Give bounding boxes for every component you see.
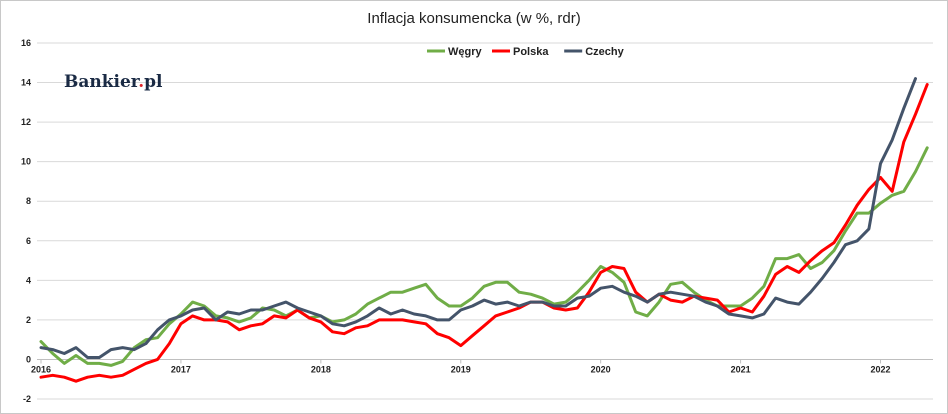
- gridlines: [37, 42, 933, 400]
- x-axis-ticks: 2016 2017 2018 2019 2020 2021 2022: [31, 359, 891, 374]
- y-tick-label: 8: [26, 196, 31, 206]
- logo-text: Bankier: [64, 72, 141, 92]
- y-axis-ticks: -2 0 2 4 6 8 10 12 14 16: [21, 38, 31, 404]
- legend-label: Polska: [513, 46, 549, 58]
- y-tick-label: 6: [26, 236, 31, 246]
- x-tick-label: 2022: [871, 364, 891, 374]
- x-tick-label: 2021: [731, 364, 751, 374]
- y-tick-label: 0: [26, 354, 31, 364]
- bankier-logo: Bankier.pl: [64, 72, 163, 92]
- series-line-polska: [39, 83, 929, 383]
- y-tick-label: 16: [21, 38, 31, 48]
- legend: Węgry Polska Czechy: [427, 46, 625, 58]
- legend-label: Czechy: [585, 46, 624, 58]
- x-tick-label: 2016: [31, 364, 51, 374]
- logo-suffix: pl: [144, 72, 163, 92]
- x-tick-label: 2018: [311, 364, 331, 374]
- y-tick-label: -2: [23, 394, 31, 404]
- series-line-węgry: [39, 146, 929, 367]
- chart-title: Inflacja konsumencka (w %, rdr): [367, 10, 580, 27]
- y-tick-label: 12: [21, 117, 31, 127]
- svg-text:Bankier.pl: Bankier.pl: [64, 72, 163, 92]
- logo-dot: .: [138, 72, 144, 92]
- series-lines: [39, 77, 929, 383]
- y-tick-label: 4: [26, 275, 31, 285]
- series-line-czechy: [39, 77, 917, 359]
- y-tick-label: 2: [26, 315, 31, 325]
- y-tick-label: 14: [21, 78, 31, 88]
- x-tick-label: 2020: [591, 364, 611, 374]
- x-tick-label: 2019: [451, 364, 471, 374]
- y-tick-label: 10: [21, 157, 31, 167]
- legend-label: Węgry: [448, 46, 483, 58]
- x-tick-label: 2017: [171, 364, 191, 374]
